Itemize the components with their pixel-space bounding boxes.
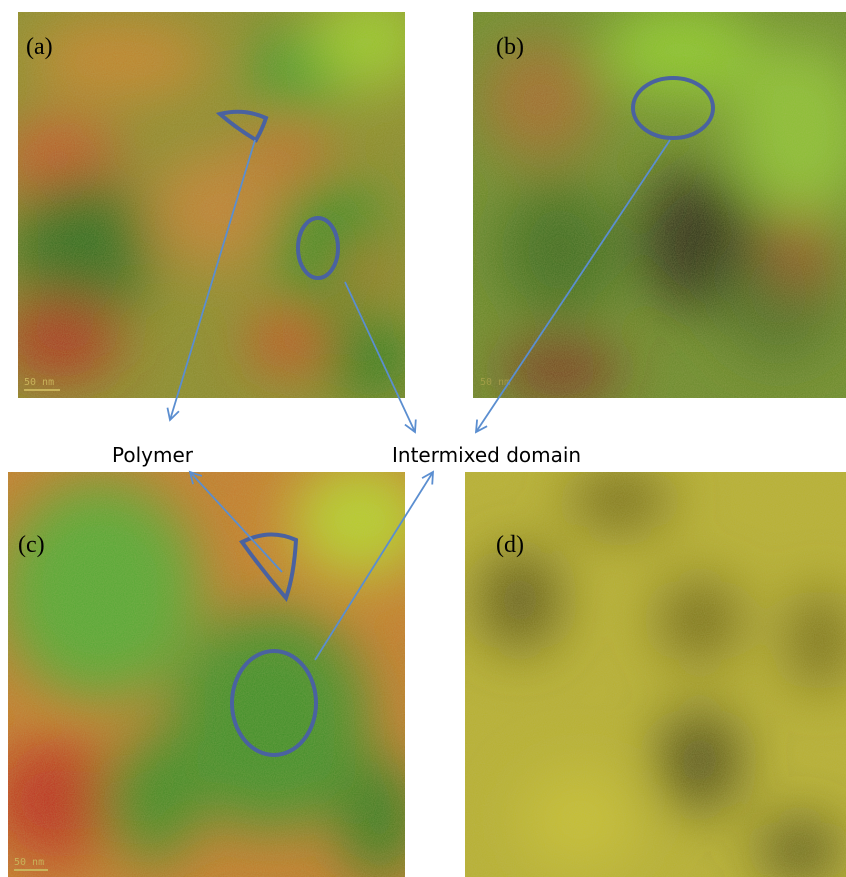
panel-label: (c) [18, 532, 45, 558]
figure: 50 nm (a) 50 nm (b) 50 nm (c) [0, 0, 846, 877]
annotation: Intermixed domain [392, 443, 581, 467]
scale-bar-label: 50 nm [24, 377, 54, 388]
annotation: Polymer [112, 443, 194, 467]
panel-label: (d) [496, 532, 524, 558]
panel-label: (a) [26, 34, 53, 60]
panel-label: (b) [496, 34, 524, 60]
panel-image [0, 460, 430, 877]
panel-image [0, 0, 430, 400]
scale-bar-label: 50 nm [14, 857, 44, 868]
panel-image [473, 0, 846, 400]
